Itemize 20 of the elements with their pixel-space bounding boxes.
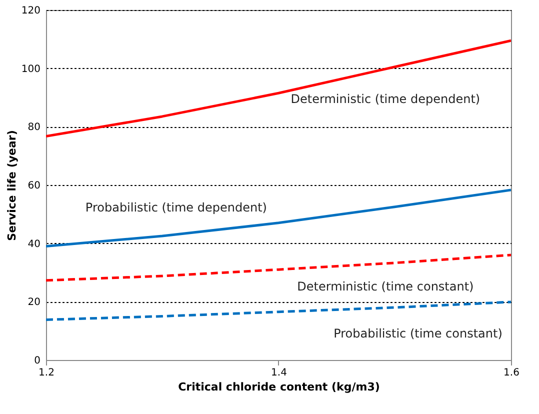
line-series <box>46 39 511 138</box>
x-axis-title: Critical chloride content (kg/m3) <box>178 380 380 394</box>
y-tick-label: 80 <box>28 122 40 134</box>
y-tick-label: 120 <box>21 6 40 16</box>
y-tick-label: 20 <box>28 297 40 308</box>
y-tick-label: 0 <box>34 356 40 366</box>
x-tick-label: 1.2 <box>38 368 54 378</box>
y-tick-label: 60 <box>28 180 40 192</box>
series-label: Probabilistic (time dependent) <box>85 200 267 214</box>
series-label: Deterministic (time dependent) <box>290 92 480 106</box>
line-series <box>46 300 511 321</box>
x-tick-label: 1.4 <box>271 368 287 378</box>
series-label: Probabilistic (time constant) <box>334 326 502 340</box>
line-series <box>46 188 511 248</box>
series-label: Deterministic (time constant) <box>297 279 474 294</box>
line-series <box>46 254 511 282</box>
y-axis-title: Service life (year) <box>5 130 18 241</box>
x-tick-label: 1.6 <box>504 368 520 378</box>
y-tick-label: 40 <box>28 238 40 250</box>
y-tick-label: 100 <box>21 64 40 75</box>
